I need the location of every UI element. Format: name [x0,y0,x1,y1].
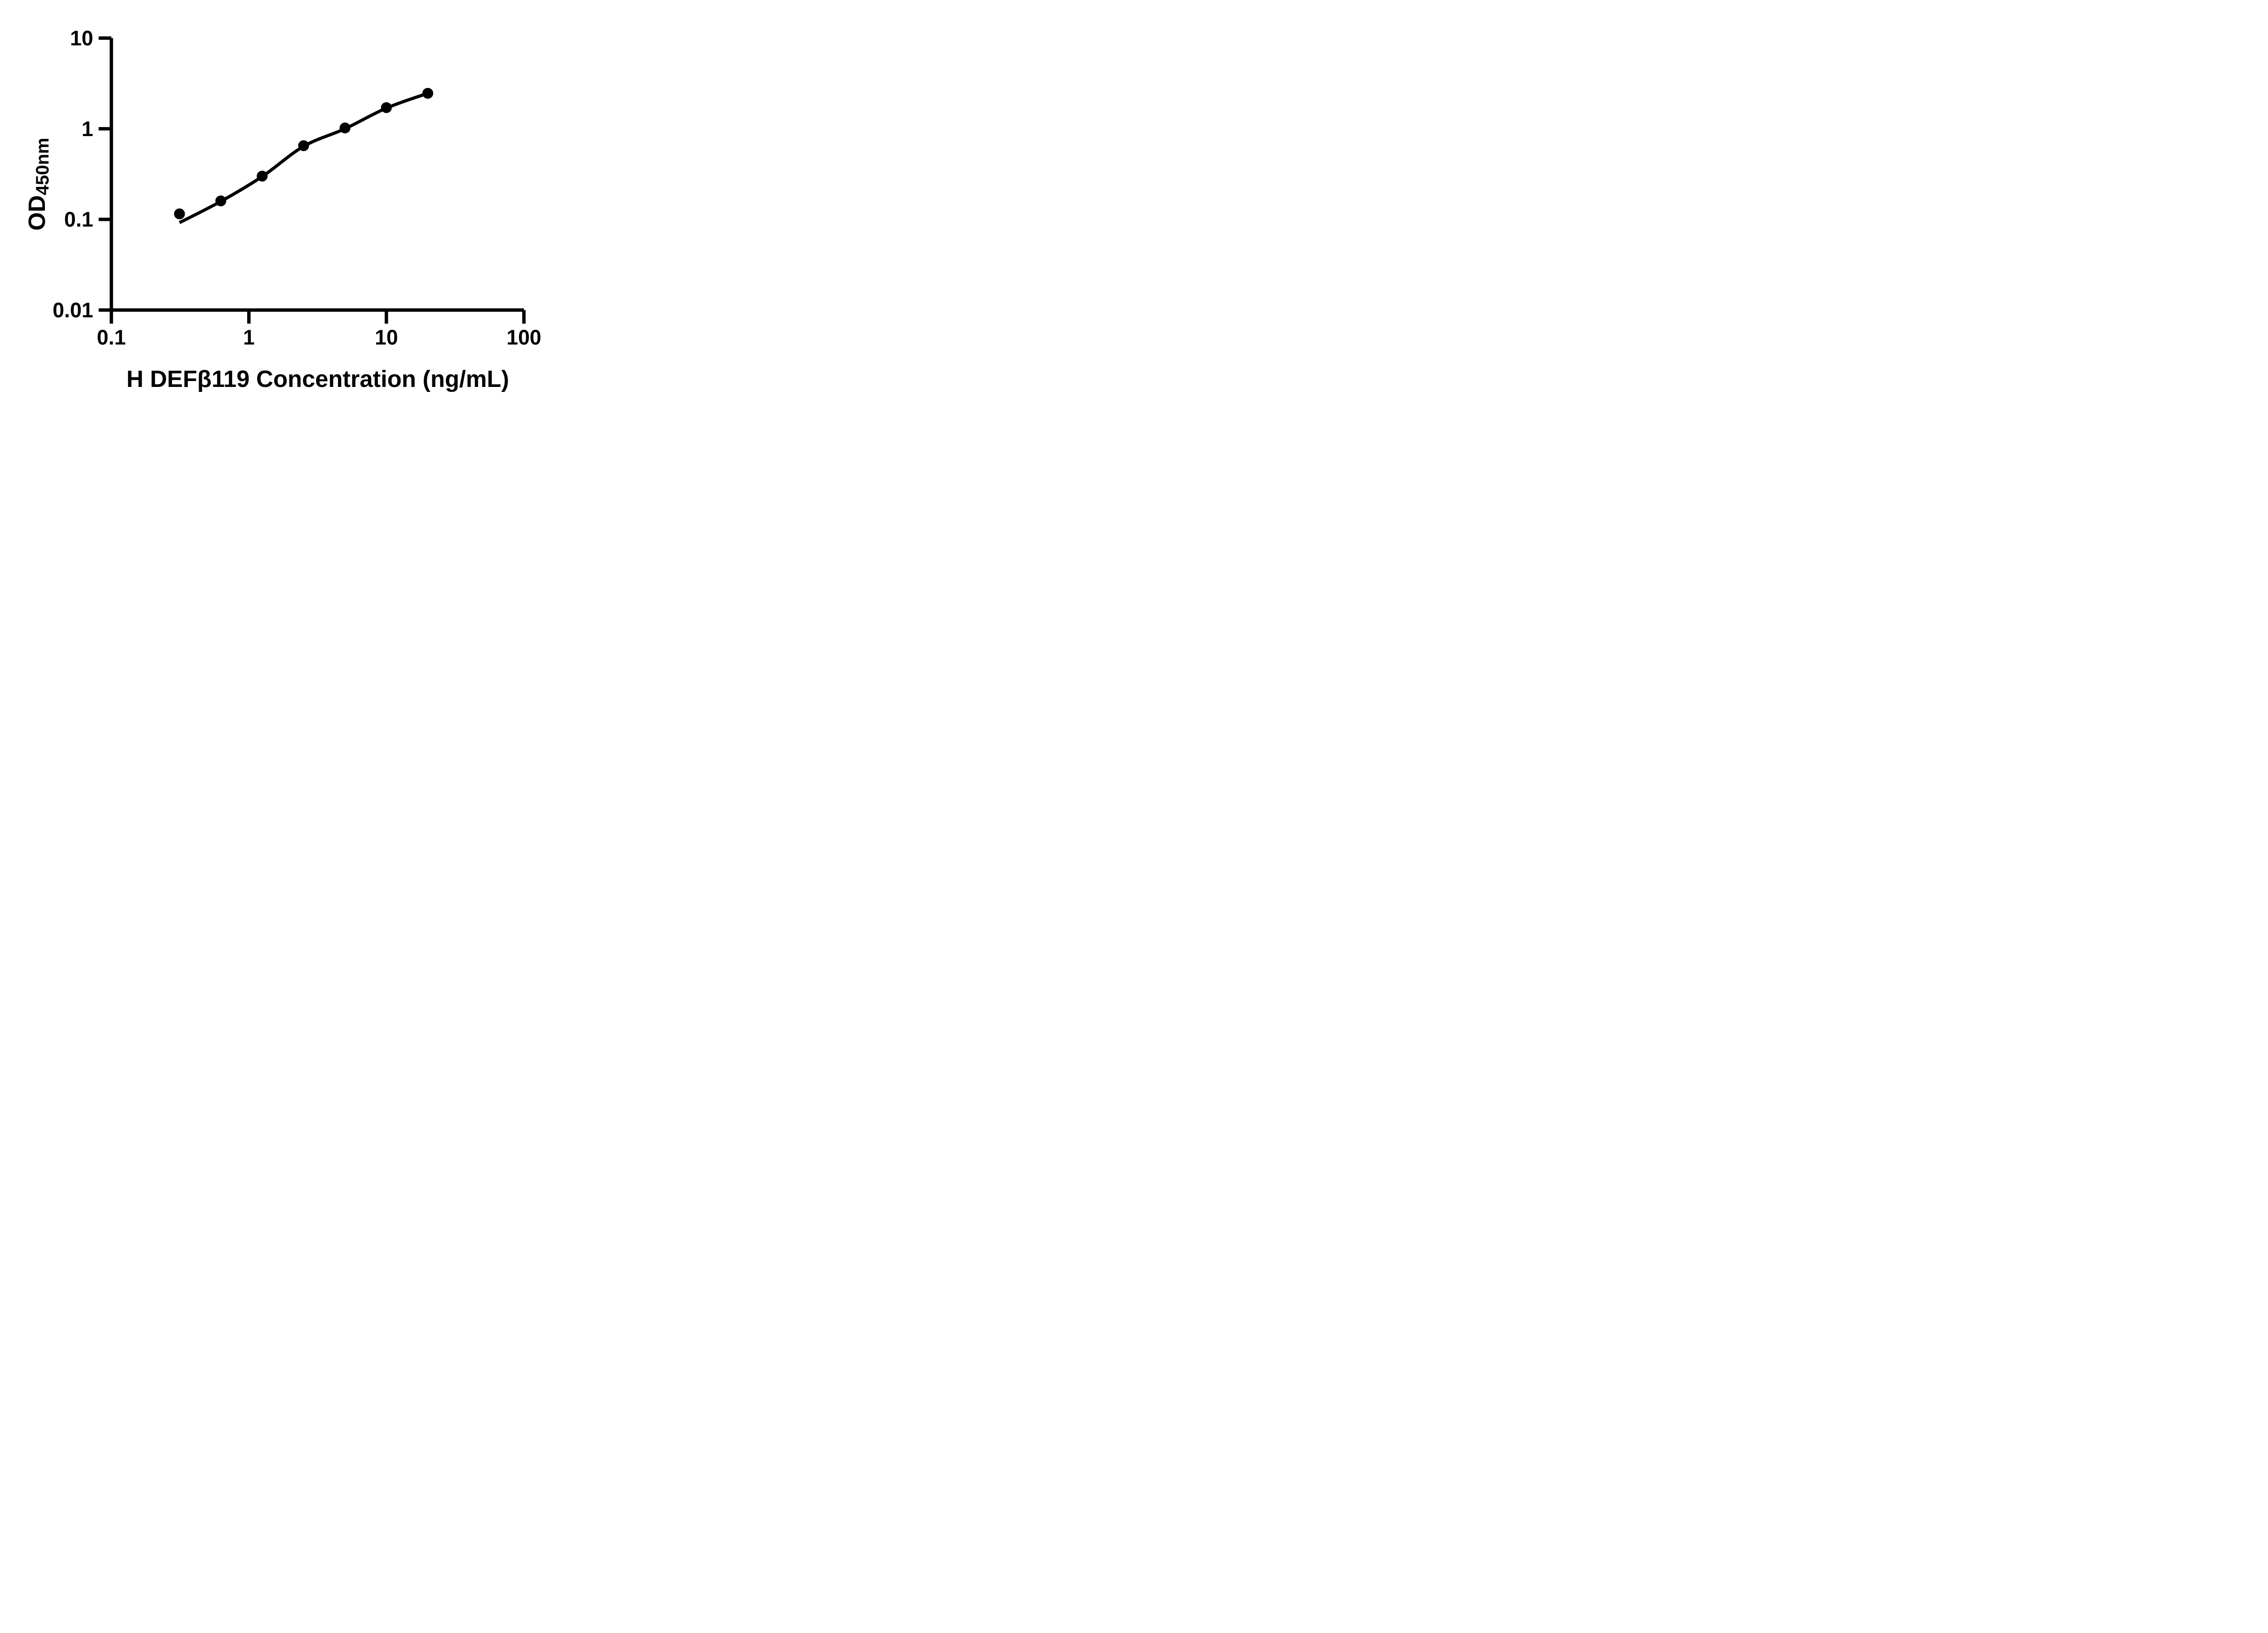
x-tick-label: 1 [243,326,255,349]
y-axis-title: OD450nm [24,137,53,231]
y-tick-label: 0.01 [53,298,93,322]
x-tick-label: 100 [507,326,542,349]
data-point [339,122,351,134]
data-point [215,195,226,206]
x-tick-label: 10 [375,326,398,349]
x-tick-label: 0.1 [97,326,126,349]
y-axis-title-main: OD [24,195,50,231]
elisa-standard-curve-figure: 10 1 0.1 0.01 0.1 1 10 100 H DEFβ119 Concentrat… [0,0,583,408]
data-point [174,208,185,220]
y-tick-label: 10 [70,26,93,50]
data-point [381,102,392,113]
y-tick-label: 0.1 [64,208,93,231]
axis-frame [109,38,524,312]
data-point [422,88,434,99]
y-tick-label: 1 [82,117,93,141]
y-axis-title-subscript: 450nm [33,137,53,196]
x-axis-title: H DEFβ119 Concentration (ng/mL) [126,366,509,392]
data-point [298,140,309,152]
data-point [257,171,268,182]
